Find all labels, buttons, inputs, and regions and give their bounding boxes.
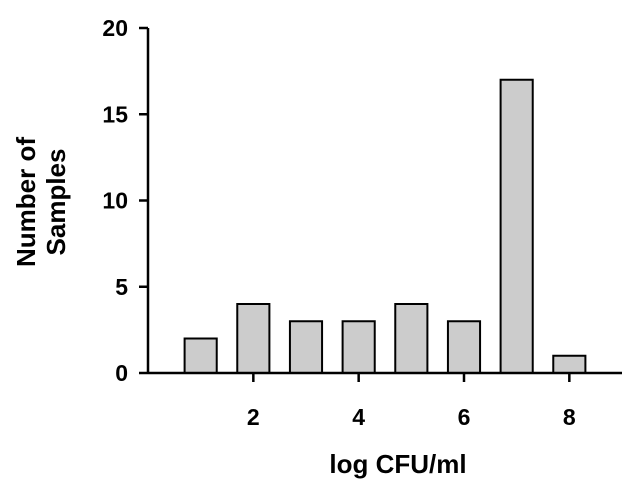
bars-layer	[183, 78, 587, 374]
bar-2	[236, 303, 271, 374]
bar-4	[341, 320, 376, 374]
y-tick-label-10: 10	[102, 188, 128, 214]
y-tick-label-0: 0	[115, 360, 128, 386]
x-axis-title: log CFU/ml	[329, 449, 466, 479]
y-axis-title-line-1: Number of	[11, 137, 41, 267]
y-axis-title-line-2: Samples	[41, 149, 71, 256]
bar-3	[288, 320, 324, 374]
bar-7	[499, 78, 534, 374]
bar-6	[446, 320, 482, 374]
x-tick-label-2: 2	[247, 404, 260, 430]
x-tick-label-4: 4	[352, 404, 365, 430]
y-tick-label-20: 20	[102, 15, 128, 41]
y-tick-label-5: 5	[115, 274, 128, 300]
x-tick-label-6: 6	[458, 404, 471, 430]
axes-layer	[146, 28, 622, 375]
bar-8	[552, 354, 587, 374]
x-ticks-layer: 2 4 6 8	[247, 373, 576, 430]
y-axis-title: Number of Samples	[11, 137, 71, 267]
x-tick-label-8: 8	[563, 404, 576, 430]
bar-5	[394, 303, 429, 374]
y-tick-label-15: 15	[102, 101, 128, 127]
y-ticks-layer: 0 5 10 15 20	[102, 15, 148, 386]
bar-1	[183, 337, 218, 374]
